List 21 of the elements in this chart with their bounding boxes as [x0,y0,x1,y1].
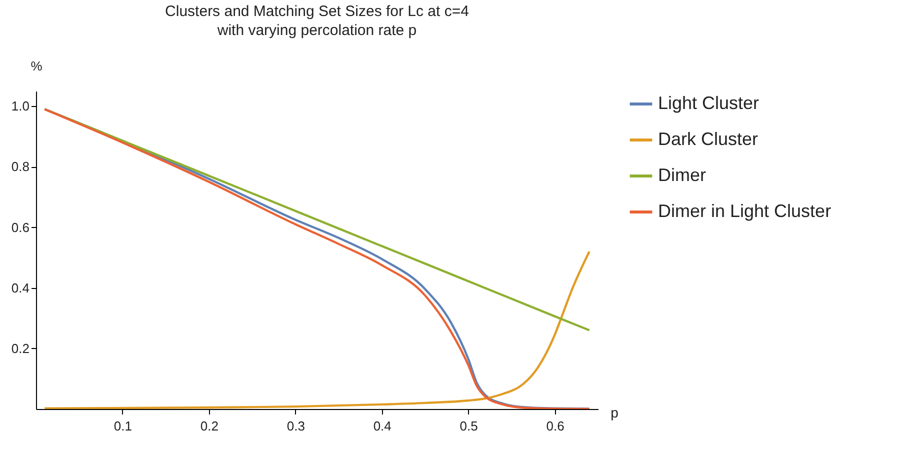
x-tick-label: 0.3 [286,418,305,434]
x-tick-label: 0.1 [114,418,132,434]
x-tick-label: 0.4 [373,418,392,434]
line-series [44,250,590,409]
legend-label: Dimer [658,165,706,185]
x-axis-title: p [610,404,619,420]
chart-subtitle: with varying percolation rate p [216,22,417,39]
y-tick-label: 1.0 [11,98,30,114]
legend-label: Dark Cluster [658,129,758,149]
legend-label: Dimer in Light Cluster [658,201,832,221]
x-tick-label: 0.6 [546,418,564,434]
legend-label: Light Cluster [658,93,760,113]
y-axis-title: % [30,58,43,74]
x-tick-label: 0.5 [460,418,478,434]
chart-title: Clusters and Matching Set Sizes for Lc at c=4 [165,3,469,20]
y-tick-label: 0.2 [11,340,30,356]
y-tick-label: 0.6 [11,220,30,235]
y-tick-label: 0.4 [11,280,30,296]
y-tick-label: 0.8 [11,159,30,174]
line-series [44,108,590,409]
x-tick-label: 0.2 [200,418,218,434]
